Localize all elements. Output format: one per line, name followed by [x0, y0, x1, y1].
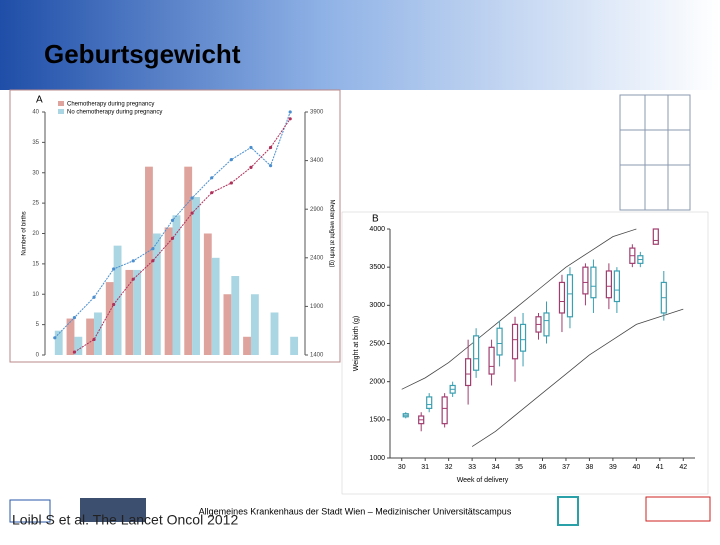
bar: [250, 294, 259, 355]
bar: [133, 269, 142, 355]
bar: [172, 215, 181, 355]
x-tick-label: 37: [562, 464, 570, 471]
slide-title: Geburtsgewicht: [44, 39, 241, 69]
y-tick-label: 20: [32, 231, 39, 237]
y-tick-label: 5: [36, 322, 40, 328]
y-tick-label: 15: [32, 261, 39, 267]
bar: [54, 330, 63, 355]
y-tick-label: 0: [36, 353, 40, 359]
y-tick-label: 3000: [369, 302, 385, 309]
bar: [192, 197, 200, 355]
bar: [270, 312, 279, 355]
header-band: [0, 0, 720, 90]
bar: [105, 282, 114, 355]
y-tick-label: 10: [32, 292, 39, 298]
bar: [125, 269, 134, 355]
panel-label: A: [36, 95, 43, 106]
bar: [211, 257, 220, 355]
bar: [86, 318, 95, 355]
y2-tick-label: 1900: [310, 304, 324, 310]
x-tick-label: 35: [515, 464, 523, 471]
x-tick-label: 42: [679, 464, 687, 471]
box-body: [590, 266, 597, 299]
x-tick-label: 38: [586, 464, 594, 471]
y2-tick-label: 3400: [310, 158, 324, 164]
line: [54, 111, 291, 339]
bar: [74, 336, 83, 355]
y2-tick-label: 1400: [310, 353, 324, 359]
bar: [243, 336, 251, 355]
y-tick-label: 30: [32, 170, 39, 176]
box-body: [605, 270, 612, 299]
y-tick-label: 2500: [369, 340, 385, 347]
citation: Loibl S et al. The Lancet Oncol 2012: [12, 512, 238, 528]
x-tick-label: 34: [492, 464, 500, 471]
panel-b-frame: [341, 211, 709, 495]
y-tick-label: 1000: [369, 455, 385, 462]
x-tick-label: 36: [539, 464, 547, 471]
x-tick-label: 32: [445, 464, 453, 471]
x-axis-title: Week of delivery: [457, 477, 509, 484]
bar: [66, 318, 75, 355]
box-body: [488, 346, 495, 375]
x-tick-label: 33: [468, 464, 476, 471]
y-tick-label: 35: [32, 140, 39, 146]
box-body: [441, 396, 448, 425]
line: [74, 118, 291, 353]
y-tick-label: 3500: [369, 264, 385, 271]
bar: [223, 294, 232, 355]
y-axis-title: Number of births: [22, 211, 28, 255]
y-tick-label: 2000: [369, 379, 385, 386]
bar: [145, 166, 153, 355]
legend-swatch: [58, 101, 64, 106]
bar: [94, 312, 102, 355]
y2-tick-label: 2900: [310, 207, 324, 213]
legend-swatch: [58, 109, 64, 114]
legend-label: Chemotherapy during pregnancy: [67, 102, 154, 108]
y-tick-label: 4000: [369, 226, 385, 233]
box-body: [473, 335, 480, 371]
x-tick-label: 41: [656, 464, 664, 471]
reference-line: [401, 228, 637, 390]
bar: [203, 233, 212, 355]
bar: [152, 233, 161, 355]
y-axis-title: Weight at birth (g): [353, 316, 360, 372]
reference-line: [471, 308, 684, 447]
y2-axis-title: Median weight at birth (g): [328, 200, 334, 268]
box-body: [465, 358, 472, 387]
y-tick-label: 25: [32, 201, 39, 207]
bar: [290, 336, 299, 355]
y2-tick-label: 3900: [310, 110, 324, 116]
y-tick-label: 40: [32, 110, 39, 116]
box-body: [511, 323, 519, 360]
x-tick-label: 39: [609, 464, 617, 471]
building-image: [619, 94, 691, 211]
bar: [184, 166, 193, 355]
x-tick-label: 31: [421, 464, 429, 471]
footer: Allgemeines Krankenhaus der Stadt Wien –…: [199, 506, 512, 516]
y2-tick-label: 2400: [310, 255, 324, 261]
box-body: [652, 228, 659, 245]
box-body: [582, 266, 589, 295]
box-body: [426, 396, 433, 409]
box-body: [519, 323, 527, 352]
box-body: [543, 312, 550, 337]
box-body: [496, 327, 503, 356]
bar: [231, 276, 240, 355]
bar: [113, 245, 122, 355]
legend-label: No chemotherapy during pregnancy: [67, 110, 162, 116]
panel-label: B: [372, 214, 379, 225]
logos: [9, 496, 711, 526]
box-body: [566, 274, 574, 318]
y-tick-label: 1500: [369, 417, 385, 424]
x-tick-label: 40: [632, 464, 640, 471]
box-body: [613, 270, 620, 303]
x-tick-label: 30: [398, 464, 406, 471]
box-body: [558, 281, 566, 314]
bar: [164, 227, 173, 355]
